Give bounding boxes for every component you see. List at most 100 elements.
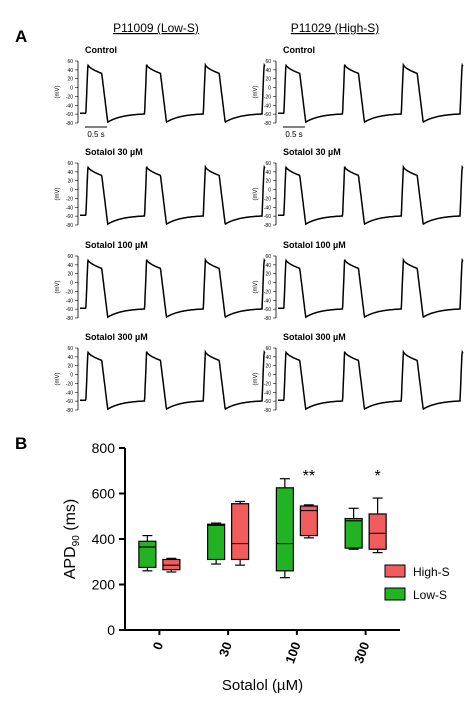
x-tick-label: 100 xyxy=(282,640,304,666)
trace-y-tick-label: -80 xyxy=(66,121,73,127)
trace-y-tick-label: -20 xyxy=(66,196,73,202)
y-tick-label: 600 xyxy=(92,486,116,502)
condition-label: Sotalol 300 µM xyxy=(85,332,148,342)
trace-y-tick-label: 0 xyxy=(70,373,73,379)
trace-y-tick-label: 60 xyxy=(265,346,271,352)
trace-y-tick-label: 0 xyxy=(70,281,73,287)
trace-y-label: (mV) xyxy=(253,373,259,386)
trace-y-tick-label: -20 xyxy=(264,94,271,100)
trace-y-tick-label: 40 xyxy=(67,68,73,74)
trace-y-tick-label: -20 xyxy=(66,381,73,387)
significance-marker: ** xyxy=(303,468,315,485)
y-tick-label: 400 xyxy=(92,531,116,547)
action-potential-trace xyxy=(80,349,266,411)
y-axis-label-sub: 90 xyxy=(71,535,82,547)
trace-y-tick-label: 40 xyxy=(67,263,73,269)
trace-y-tick-label: -80 xyxy=(66,316,73,322)
trace-y-tick-label: 0 xyxy=(268,281,271,287)
trace-y-tick-label: 60 xyxy=(67,346,73,352)
y-tick-label: 800 xyxy=(92,440,116,456)
condition-label: Sotalol 100 µM xyxy=(283,240,346,250)
trace-y-tick-label: 20 xyxy=(67,179,73,185)
trace-y-tick-label: -20 xyxy=(66,94,73,100)
trace-y-tick-label: -80 xyxy=(264,223,271,229)
trace-y-tick-label: -80 xyxy=(66,223,73,229)
x-tick-label: 300 xyxy=(351,640,373,666)
apd90-box-chart: 0 200 400 600 800 APD90 (ms) Sotalol (µM) 0 30 10… xyxy=(62,440,450,694)
y-axis-label-main: APD xyxy=(62,546,79,579)
action-potential-trace xyxy=(278,62,464,124)
trace-y-tick-label: 60 xyxy=(67,161,73,167)
box-low-s xyxy=(138,540,157,569)
trace-y-tick-label: -80 xyxy=(66,408,73,414)
y-tick-label: 200 xyxy=(92,577,116,593)
trace-y-tick-label: -60 xyxy=(264,112,271,118)
legend-label: Low-S xyxy=(413,588,447,602)
trace-y-tick-label: -40 xyxy=(66,205,73,211)
trace-y-tick-label: 40 xyxy=(265,355,271,361)
box-high-s xyxy=(231,503,250,561)
trace-y-tick-label: 40 xyxy=(265,68,271,74)
trace-y-tick-label: 20 xyxy=(265,364,271,370)
condition-label: Sotalol 30 µM xyxy=(283,147,341,157)
scale-bar-label: 0.5 s xyxy=(87,130,104,139)
box-high-s xyxy=(299,505,318,537)
legend-swatch xyxy=(384,587,406,601)
trace-y-tick-label: -60 xyxy=(264,307,271,313)
trace-y-tick-label: -60 xyxy=(264,214,271,220)
trace-y-tick-label: 20 xyxy=(67,272,73,278)
box-low-s xyxy=(275,487,294,572)
trace-y-tick-label: 60 xyxy=(67,254,73,260)
trace-y-tick-label: 20 xyxy=(67,77,73,83)
trace-y-tick-label: -20 xyxy=(264,196,271,202)
trace-y-tick-label: -40 xyxy=(264,205,271,211)
condition-label: Sotalol 300 µM xyxy=(283,332,346,342)
trace-y-tick-label: 40 xyxy=(67,170,73,176)
x-tick-label: 0 xyxy=(150,640,167,652)
trace-y-tick-label: 20 xyxy=(67,364,73,370)
condition-label: Control xyxy=(283,45,315,55)
x-tick-label: 30 xyxy=(216,640,235,659)
y-axis-label: APD90 (ms) xyxy=(62,499,82,579)
trace-y-tick-label: 0 xyxy=(268,188,271,194)
trace-y-tick-label: -40 xyxy=(264,390,271,396)
trace-y-tick-label: -60 xyxy=(264,399,271,405)
trace-y-tick-label: 20 xyxy=(265,179,271,185)
trace-y-label: (mV) xyxy=(253,188,259,201)
trace-y-tick-label: -20 xyxy=(66,289,73,295)
trace-y-tick-label: -80 xyxy=(264,121,271,127)
action-potential-trace xyxy=(278,349,464,411)
legend-label: High-S xyxy=(413,565,450,579)
trace-y-tick-label: -40 xyxy=(66,298,73,304)
condition-label: Sotalol 30 µM xyxy=(85,147,143,157)
trace-y-label: (mV) xyxy=(55,86,61,99)
column-title-low-s: P11009 (Low-S) xyxy=(113,21,199,35)
trace-y-tick-label: 40 xyxy=(67,355,73,361)
condition-label: Control xyxy=(85,45,117,55)
action-potential-trace xyxy=(278,164,464,226)
trace-y-tick-label: -20 xyxy=(264,289,271,295)
trace-y-tick-label: 60 xyxy=(67,59,73,65)
trace-y-tick-label: -80 xyxy=(264,316,271,322)
trace-y-tick-label: 60 xyxy=(265,254,271,260)
trace-y-tick-label: -40 xyxy=(264,298,271,304)
trace-y-tick-label: 20 xyxy=(265,272,271,278)
trace-y-tick-label: 0 xyxy=(268,373,271,379)
panel-a-label: A xyxy=(15,27,27,46)
trace-y-tick-label: 0 xyxy=(70,188,73,194)
trace-y-tick-label: -60 xyxy=(66,307,73,313)
y-tick-label: 0 xyxy=(107,622,115,638)
trace-y-tick-label: -20 xyxy=(264,381,271,387)
trace-y-label: (mV) xyxy=(55,281,61,294)
trace-y-tick-label: 40 xyxy=(265,263,271,269)
trace-y-tick-label: -40 xyxy=(66,390,73,396)
action-potential-trace xyxy=(80,257,266,319)
box-high-s xyxy=(368,513,387,550)
trace-y-tick-label: -40 xyxy=(66,103,73,109)
condition-label: Sotalol 100 µM xyxy=(85,240,148,250)
trace-y-label: (mV) xyxy=(253,281,259,294)
significance-marker: * xyxy=(375,468,381,485)
panel-b-label: B xyxy=(15,434,27,453)
trace-y-tick-label: -60 xyxy=(66,112,73,118)
